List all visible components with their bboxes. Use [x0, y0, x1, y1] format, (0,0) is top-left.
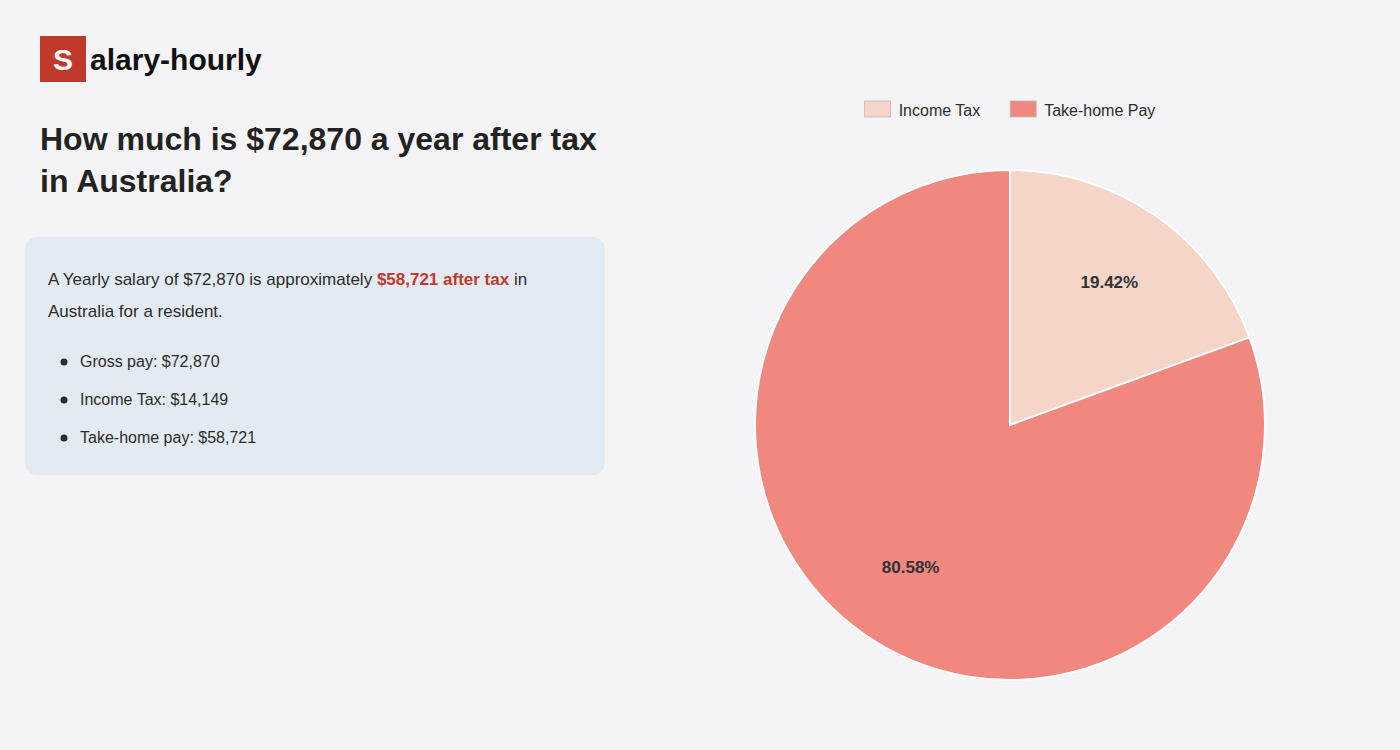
title: How much is $72,870 a year after tax in …: [40, 121, 606, 199]
bullet-text: Take-home pay: $58,721: [80, 429, 256, 446]
info-text: A Yearly salary of $72,870 is approximat…: [48, 270, 527, 289]
title-line: in Australia?: [40, 163, 233, 199]
logo-text: S: [53, 43, 73, 76]
legend-item: Income Tax: [865, 101, 981, 119]
pie-slice: [755, 170, 1265, 680]
background: [0, 0, 1400, 750]
info-box: [25, 237, 605, 475]
legend-item: Take-home Pay: [1010, 101, 1155, 119]
legend-label: Take-home Pay: [1044, 102, 1155, 119]
chart: Salary-hourly How much is $72,870 a year …: [0, 0, 1400, 750]
data-label: 19.42%: [1081, 273, 1139, 292]
logo-box: [40, 36, 86, 82]
legend-swatch: [1010, 101, 1036, 117]
info-text-part: in: [509, 270, 527, 289]
pie: 19.42% 80.58%: [755, 170, 1265, 680]
bullet: [61, 397, 68, 404]
info-text: Australia for a resident.: [48, 302, 223, 321]
logo: Salary-hourly: [40, 36, 262, 82]
bullet-text: Gross pay: $72,870: [80, 353, 220, 370]
bullet-text: Income Tax: $14,149: [80, 391, 228, 408]
info-text-part: $58,721 after tax: [377, 270, 510, 289]
legend-swatch: [865, 101, 891, 117]
legend-label: Income Tax: [899, 102, 981, 119]
bullet: [61, 435, 68, 442]
bullet: [61, 359, 68, 366]
logo-text: alary-hourly: [90, 43, 262, 76]
data-label: 80.58%: [882, 558, 940, 577]
legend: Income Tax Take-home Pay: [865, 101, 1156, 119]
info-text-part: A Yearly salary of $72,870 is approximat…: [48, 270, 377, 289]
title-line: How much is $72,870 a year after tax: [40, 121, 606, 157]
